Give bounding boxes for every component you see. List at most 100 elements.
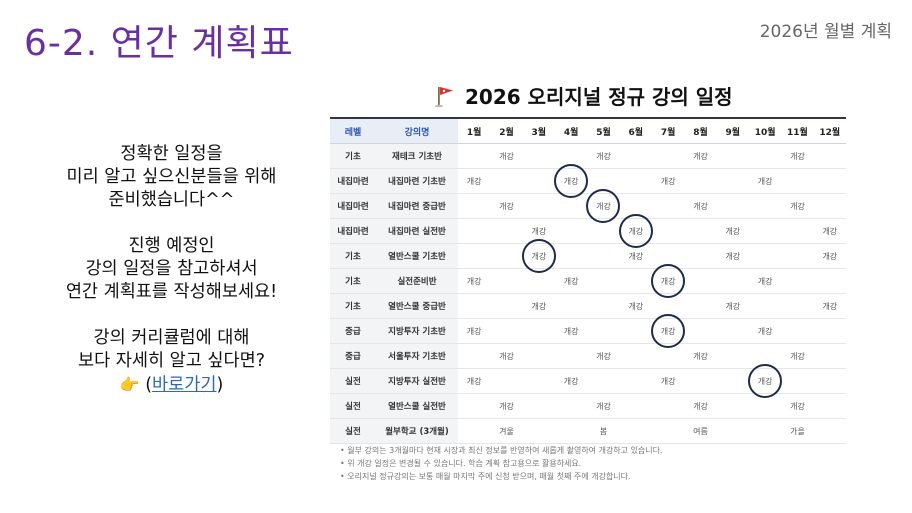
pointing-hand-icon: 👉	[119, 375, 140, 394]
month-cell: 개강	[684, 143, 717, 169]
header-month: 11월	[781, 117, 814, 144]
opening-label: 개강	[466, 276, 482, 286]
opening-label: 개강	[596, 151, 611, 161]
month-cell	[587, 318, 620, 344]
opening-label: 개강	[660, 376, 676, 386]
month-cell: 개강	[458, 318, 491, 344]
month-cell	[684, 218, 717, 244]
note-item: 월부 강의는 3개월마다 현재 시장과 최신 정보를 반영하여 새롭게 촬영하여…	[340, 444, 662, 457]
month-cell	[748, 393, 782, 419]
month-cell: 개강	[490, 393, 523, 419]
month-cell	[490, 243, 523, 269]
month-cell: 개강	[748, 364, 783, 398]
month-cell	[813, 193, 846, 219]
row-course-name: 열반스쿨 기초반	[376, 243, 458, 269]
opening-label: 개강	[563, 326, 579, 336]
month-cell	[490, 368, 523, 394]
opening-label: 개강	[596, 351, 611, 361]
month-cell: 개강	[458, 168, 491, 194]
month-cell	[716, 168, 749, 194]
opening-label: 여름	[693, 426, 708, 436]
row-level: 내집마련	[330, 193, 376, 219]
opening-label: 개강	[499, 351, 514, 361]
table-row: 기초 재테크 기초반 개강 개강 개강 개강	[330, 143, 846, 169]
month-cell	[781, 243, 814, 269]
month-cell	[490, 218, 523, 244]
month-cell: 개강	[490, 343, 523, 369]
opening-label: 겨울	[499, 426, 514, 436]
month-cell	[716, 393, 749, 419]
month-cell	[458, 243, 491, 269]
row-level: 기초	[330, 293, 376, 319]
month-cell: 개강	[781, 343, 814, 369]
month-cell: 개강	[748, 268, 782, 294]
month-cell	[619, 418, 652, 444]
row-level: 기초	[330, 143, 376, 169]
table-header-row: 레벨 강의명 1월 2월 3월 4월 5월 6월 7월 8월 9월 10월 11월 12월	[330, 117, 846, 144]
month-cell	[587, 293, 620, 319]
intro-paragraph-3: 강의 커리큘럼에 대해 보다 자세히 알고 싶다면? 👉 (바로가기)	[14, 327, 329, 397]
month-cell	[813, 393, 846, 419]
shortcut-link[interactable]: 바로가기	[152, 375, 217, 395]
opening-label: 개강	[790, 351, 805, 361]
month-cell: 개강	[554, 368, 588, 394]
intro-link-line: 👉 (바로가기)	[14, 373, 329, 397]
opening-label: 개강	[822, 301, 838, 311]
month-cell	[522, 268, 555, 294]
month-cell	[684, 268, 717, 294]
month-cell: 개강	[522, 293, 555, 319]
month-cell	[619, 368, 652, 394]
month-cell: 개강	[651, 168, 685, 194]
table-row: 기초 열반스쿨 중급반 개강 개강 개강 개강	[330, 293, 846, 319]
month-cell	[813, 368, 846, 394]
row-course-name: 실전준비반	[376, 268, 458, 294]
intro-line: 강의 커리큘럼에 대해	[93, 328, 250, 348]
row-level: 내집마련	[330, 168, 376, 194]
month-cell: 개강	[554, 268, 588, 294]
table-row: 중급 서울투자 기초반 개강 개강 개강 개강	[330, 343, 846, 369]
month-cell	[458, 218, 491, 244]
month-cell: 개강	[490, 193, 523, 219]
row-course-name: 내집마련 기초반	[376, 168, 458, 194]
month-cell	[651, 393, 685, 419]
opening-label: 개강	[790, 201, 805, 211]
table-row: 실전 지방투자 실전반 개강 개강 개강 개강	[330, 364, 846, 398]
intro-line: 보다 자세히 알고 싶다면?	[78, 351, 265, 371]
opening-label: 개강	[790, 401, 805, 411]
month-cell: 개강	[619, 243, 652, 269]
month-cell: 가을	[781, 418, 814, 444]
month-cell	[716, 343, 749, 369]
opening-label: 개강	[531, 301, 547, 311]
page-title: 6-2. 연간 계획표	[24, 23, 294, 64]
month-cell: 개강	[554, 318, 588, 344]
table-row: 기초 실전준비반 개강 개강 개강 개강	[330, 264, 846, 298]
opening-label: 개강	[499, 151, 514, 161]
month-cell	[781, 368, 814, 394]
month-cell: 개강	[587, 393, 620, 419]
month-cell: 개강	[716, 243, 749, 269]
opening-label: 개강	[499, 201, 514, 211]
month-cell	[458, 193, 491, 219]
month-cell	[490, 293, 523, 319]
table-row: 내집마련 내집마련 기초반 개강 개강 개강 개강	[330, 164, 846, 198]
table-body: 기초 재테크 기초반 개강 개강 개강 개강 내집마련 내집마련 기초반 개강 개강 개강 개강 내집마…	[330, 143, 846, 444]
month-cell: 개강	[458, 368, 491, 394]
row-course-name: 열반스쿨 실전반	[376, 393, 458, 419]
opening-label: 개강	[660, 176, 676, 186]
month-cell	[748, 193, 782, 219]
month-cell	[813, 143, 846, 169]
month-cell: 개강	[684, 393, 717, 419]
month-cell: 개강	[651, 314, 686, 348]
header-month: 4월	[554, 117, 588, 144]
header-month: 2월	[490, 117, 523, 144]
opening-label: 개강	[596, 401, 611, 411]
month-cell	[587, 218, 620, 244]
row-course-name: 지방투자 실전반	[376, 368, 458, 394]
month-cell	[554, 243, 588, 269]
opening-label: 개강	[757, 326, 773, 336]
month-cell	[813, 318, 846, 344]
month-cell	[748, 418, 782, 444]
opening-label: 개강	[563, 276, 579, 286]
month-cell	[619, 168, 652, 194]
month-cell	[458, 393, 491, 419]
